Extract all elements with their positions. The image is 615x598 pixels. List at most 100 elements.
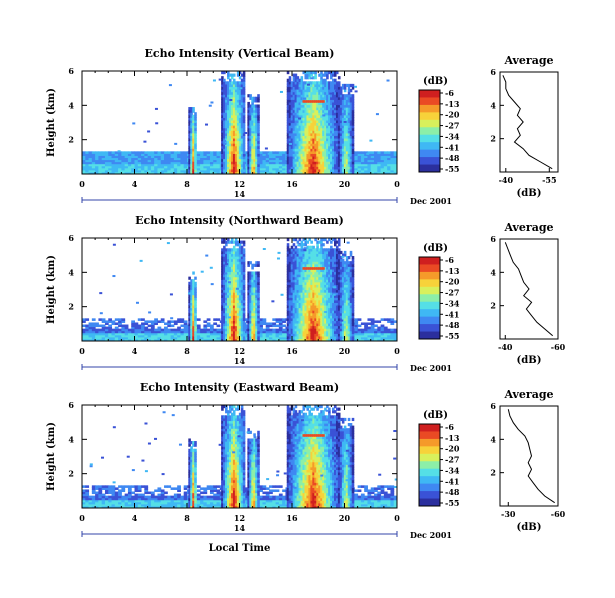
echo-cell xyxy=(282,330,286,334)
echo-cell xyxy=(290,86,294,90)
echo-cell xyxy=(337,101,341,106)
echo-cell xyxy=(345,166,349,170)
echo-cell xyxy=(255,148,258,152)
echo-cell xyxy=(190,286,193,291)
echo-cell xyxy=(121,161,126,165)
echo-cell xyxy=(234,335,238,340)
echo-cell xyxy=(223,104,226,108)
echo-cell xyxy=(294,297,298,301)
echo-cell xyxy=(194,153,197,157)
echo-cell xyxy=(229,145,232,149)
echo-cell xyxy=(227,119,230,124)
echo-cell xyxy=(238,297,242,301)
echo-cell xyxy=(310,96,313,100)
echo-cell xyxy=(288,292,292,296)
echo-cell xyxy=(364,171,368,174)
echo-cell xyxy=(349,163,353,167)
echo-cell xyxy=(337,130,341,134)
echo-cell xyxy=(335,117,339,121)
echo-cell xyxy=(322,125,325,129)
echo-cell xyxy=(257,315,260,319)
echo-cell xyxy=(343,114,347,118)
echo-cell xyxy=(351,94,355,98)
echo-cell xyxy=(190,161,193,165)
echo-cell xyxy=(345,109,349,113)
echo-cell xyxy=(188,137,191,142)
echo-cell xyxy=(318,101,321,106)
echo-cell xyxy=(242,109,246,113)
echo-cell xyxy=(167,157,172,161)
echo-cell xyxy=(290,276,294,280)
echo-cell xyxy=(257,130,260,134)
echo-cell xyxy=(240,148,244,152)
echo-cell xyxy=(91,332,96,336)
echo-cell xyxy=(196,167,201,171)
echo-cell xyxy=(194,325,197,329)
echo-cell xyxy=(242,117,246,121)
echo-cell xyxy=(164,167,168,171)
echo-cell xyxy=(236,109,240,113)
echo-cell xyxy=(234,101,238,106)
echo-cell xyxy=(253,96,256,100)
echo-cell xyxy=(188,315,191,319)
echo-cell xyxy=(334,143,337,147)
echo-cell xyxy=(190,297,193,301)
echo-cell xyxy=(82,324,86,328)
echo-cell xyxy=(332,71,335,75)
echo-cell xyxy=(387,167,391,171)
echo-cell xyxy=(253,310,256,314)
x-tick-label: 4 xyxy=(132,179,138,189)
echo-cell xyxy=(393,334,397,338)
echo-cell xyxy=(183,159,188,163)
echo-cell xyxy=(278,161,283,165)
echo-cell xyxy=(330,89,333,93)
echo-cell xyxy=(367,334,372,338)
echo-cell xyxy=(318,140,321,144)
echo-cell xyxy=(337,96,341,100)
echo-cell xyxy=(367,157,372,161)
echo-cell xyxy=(306,150,310,154)
echo-cell xyxy=(387,318,391,321)
echo-cell xyxy=(374,153,378,156)
echo-cell xyxy=(223,286,226,291)
echo-cell xyxy=(257,114,260,118)
echo-cell xyxy=(286,299,290,303)
echo-cell xyxy=(227,145,230,149)
echo-cell xyxy=(194,284,197,288)
echo-cell xyxy=(200,165,204,169)
echo-cell xyxy=(341,94,345,98)
echo-cell xyxy=(320,155,323,160)
echo-cell xyxy=(322,89,325,93)
echo-cell xyxy=(257,284,260,288)
echo-cell xyxy=(269,155,273,159)
echo-cell xyxy=(188,158,191,162)
echo-cell xyxy=(192,333,195,337)
echo-cell xyxy=(257,322,260,327)
echo-cell xyxy=(300,161,304,165)
echo-cell xyxy=(330,81,333,85)
echo-cell xyxy=(341,137,345,142)
echo-cell xyxy=(160,165,165,169)
echo-cell xyxy=(290,112,294,116)
echo-cell xyxy=(257,109,260,113)
echo-cell xyxy=(324,155,327,160)
echo-cell xyxy=(240,132,244,136)
echo-cell xyxy=(339,104,343,108)
echo-cell xyxy=(242,328,246,332)
echo-cell xyxy=(227,109,230,113)
echo-cell xyxy=(192,330,195,334)
echo-cell xyxy=(154,320,158,323)
echo-cell xyxy=(296,127,300,131)
echo-cell xyxy=(147,332,152,336)
echo-cell xyxy=(262,153,267,156)
echo-cell xyxy=(227,171,230,174)
echo-cell xyxy=(234,99,238,103)
echo-cell xyxy=(225,256,228,260)
echo-cell xyxy=(294,153,298,157)
echo-cell xyxy=(236,302,240,306)
echo-cell xyxy=(234,158,238,162)
echo-cell xyxy=(292,256,296,260)
echo-cell xyxy=(349,107,353,111)
echo-cell xyxy=(298,89,302,93)
